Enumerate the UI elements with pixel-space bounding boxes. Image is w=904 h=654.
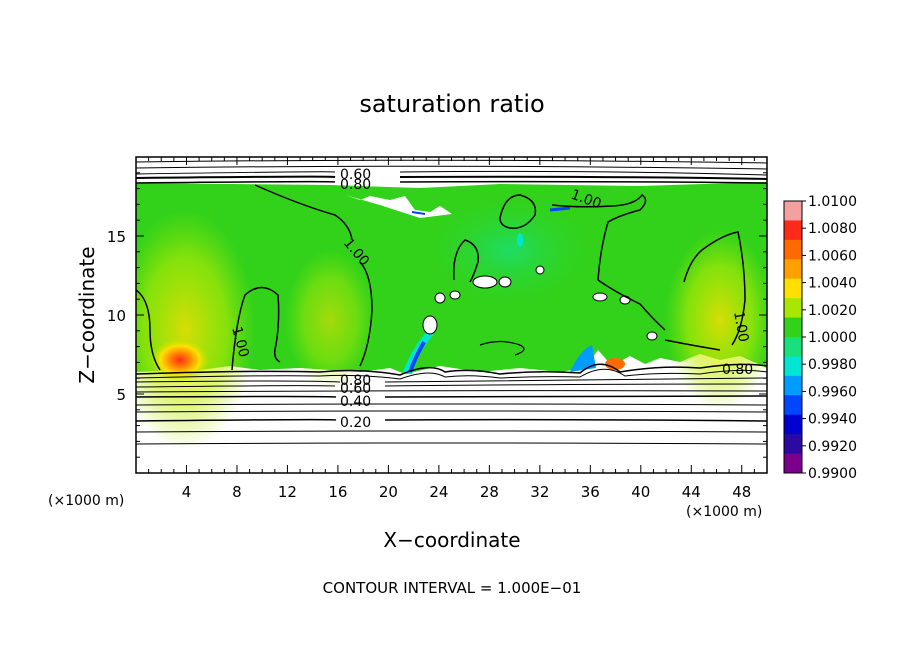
- colorbar-swatch: [784, 414, 802, 435]
- colorbar-label: 0.9920: [808, 439, 857, 455]
- colorbar-swatch: [784, 337, 802, 357]
- colorbar-label: 1.0040: [808, 276, 857, 292]
- colorbar-swatch: [784, 239, 802, 260]
- colorbar-label: 1.0100: [808, 194, 857, 210]
- x-tick-label: 20: [379, 483, 398, 501]
- y-tick-label: 15: [107, 228, 126, 246]
- chart-title: saturation ratio: [359, 90, 544, 118]
- warm-plume-left: [136, 210, 255, 450]
- y-tick-label: 5: [116, 386, 126, 404]
- x-tick-label: 24: [429, 483, 448, 501]
- colorbar-swatch: [784, 298, 802, 319]
- contour-label: 0.80: [340, 177, 371, 193]
- colorbar-swatch: [784, 434, 802, 455]
- x-tick-label: 28: [480, 483, 499, 501]
- colorbar-swatch: [784, 220, 802, 241]
- x-tick-label: 8: [232, 483, 242, 501]
- colorbar-swatch: [784, 356, 802, 377]
- x-unit-right: (×1000 m): [686, 504, 762, 520]
- colorbar-swatch: [784, 453, 802, 474]
- colorbar-swatch: [784, 201, 802, 221]
- x-tick-label: 16: [328, 483, 347, 501]
- y-axis-label: Z−coordinate: [75, 246, 99, 383]
- colorbar-swatch: [784, 259, 802, 280]
- colorbar-swatch: [784, 395, 802, 416]
- colorbar-swatch: [784, 375, 802, 396]
- colorbar-label: 0.9960: [808, 384, 857, 400]
- warm-plume-right: [665, 230, 767, 410]
- contour-label: 0.60: [340, 167, 371, 183]
- x-tick-label: 44: [682, 483, 701, 501]
- warm-plume-mid: [285, 250, 375, 390]
- contour-label: 0.80: [340, 373, 371, 389]
- colorbar: 1.0100 1.0080 1.0060 1.0040 1.0020 1.0000 0.99…: [783, 194, 857, 482]
- x-tick-label: 4: [182, 483, 192, 501]
- colorbar-swatch: [784, 317, 802, 338]
- x-unit-left: (×1000 m): [48, 493, 124, 509]
- colorbar-label: 1.0020: [808, 303, 857, 319]
- colorbar-label: 0.9900: [808, 466, 857, 482]
- colorbar-label: 0.9940: [808, 412, 857, 428]
- colorbar-swatch: [784, 278, 802, 299]
- x-axis: 4 8 12 16 20 24 28 32 36 40 44 48: [148, 157, 755, 501]
- contour-label: 0.80: [722, 362, 753, 378]
- contour-lines: [136, 159, 767, 445]
- contour-label: 1.00: [228, 325, 252, 359]
- contour-label: 0.20: [340, 415, 371, 431]
- cool-patch: [420, 190, 600, 310]
- hot-spot-left: [150, 338, 210, 382]
- colorbar-label: 1.0000: [808, 330, 857, 346]
- x-tick-label: 32: [530, 483, 549, 501]
- colorbar-label: 1.0080: [808, 221, 857, 237]
- hot-spot-right: [605, 358, 625, 370]
- x-tick-label: 12: [278, 483, 297, 501]
- contour-label: 0.60: [340, 381, 371, 397]
- x-tick-label: 36: [581, 483, 600, 501]
- contour-label: 1.00: [730, 310, 751, 343]
- y-axis: 5 10 15: [107, 172, 767, 458]
- y-tick-label: 10: [107, 307, 126, 325]
- contour-label: 0.40: [340, 394, 371, 410]
- colorbar-label: 1.0060: [808, 248, 857, 264]
- plot-area: 0.60 0.80 1.00 1.00 1.00 1.00 0.80 0.60 …: [136, 157, 767, 473]
- contour-interval-note: CONTOUR INTERVAL = 1.000E−01: [323, 579, 582, 597]
- x-tick-label: 48: [732, 483, 751, 501]
- colorbar-label: 0.9980: [808, 357, 857, 373]
- x-axis-label: X−coordinate: [383, 528, 520, 552]
- x-tick-label: 40: [631, 483, 650, 501]
